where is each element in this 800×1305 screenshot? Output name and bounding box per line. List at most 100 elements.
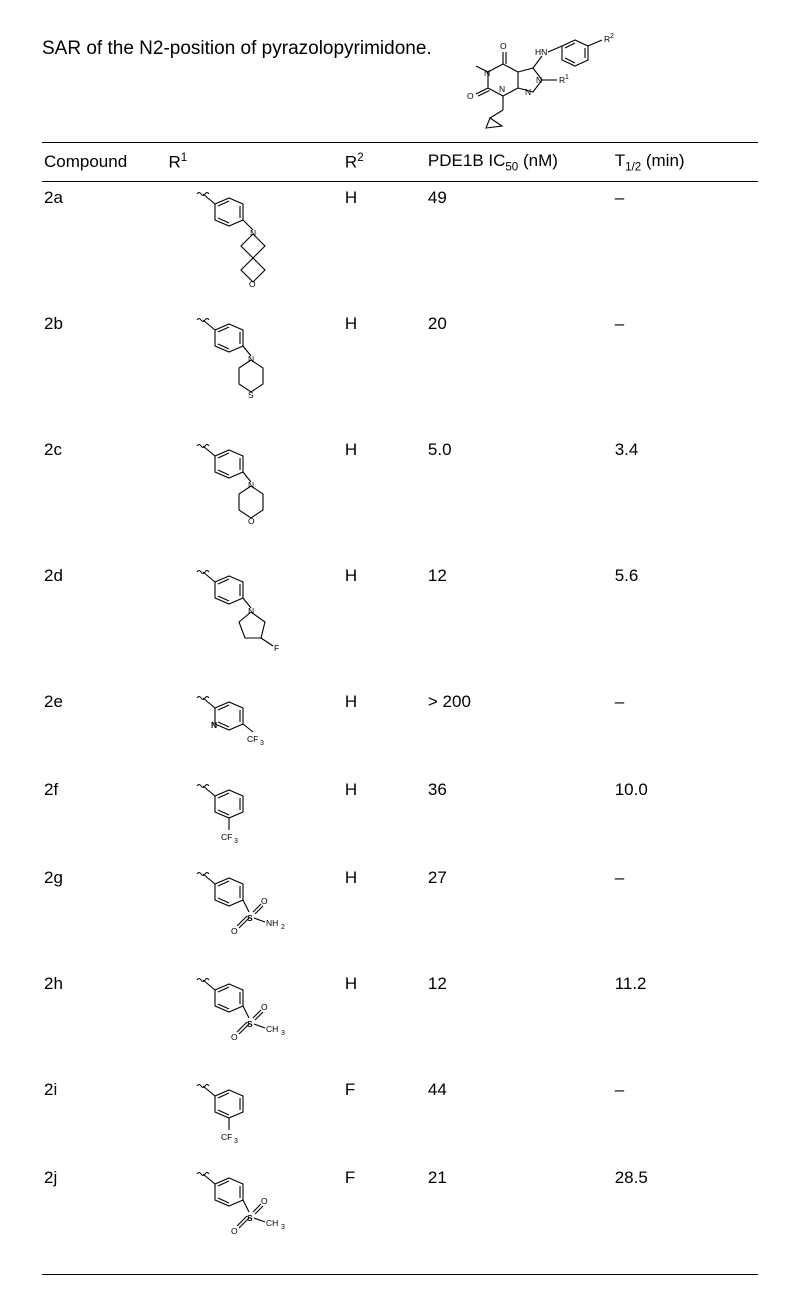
svg-text:N: N bbox=[248, 480, 254, 490]
svg-text:N: N bbox=[499, 84, 505, 94]
cell-compound: 2b bbox=[42, 308, 167, 434]
cell-r2: F bbox=[343, 1162, 426, 1275]
cell-compound: 2g bbox=[42, 862, 167, 968]
cell-thalf: 11.2 bbox=[613, 968, 758, 1074]
cell-r2: H bbox=[343, 774, 426, 862]
cell-r2: H bbox=[343, 862, 426, 968]
col-header-compound: Compound bbox=[42, 143, 167, 182]
cell-r1-structure: N O bbox=[167, 434, 343, 560]
cell-thalf: – bbox=[613, 308, 758, 434]
col-header-r2: R2 bbox=[343, 143, 426, 182]
cell-compound: 2a bbox=[42, 182, 167, 309]
cell-r1-structure: N F bbox=[167, 560, 343, 686]
col-header-r1: R1 bbox=[167, 143, 343, 182]
cell-ic50: 5.0 bbox=[426, 434, 613, 560]
svg-text:CH: CH bbox=[266, 1218, 278, 1228]
cell-thalf: – bbox=[613, 686, 758, 774]
svg-text:O: O bbox=[500, 41, 507, 51]
title-row: SAR of the N2-position of pyrazolopyrimi… bbox=[42, 32, 758, 132]
svg-text:S: S bbox=[247, 1019, 253, 1029]
cell-thalf: 10.0 bbox=[613, 774, 758, 862]
svg-text:CF: CF bbox=[221, 1132, 232, 1142]
cell-compound: 2f bbox=[42, 774, 167, 862]
table-row: 2h S O O CH 3 H1211.2 bbox=[42, 968, 758, 1074]
svg-text:CF: CF bbox=[221, 832, 232, 842]
cell-compound: 2j bbox=[42, 1162, 167, 1275]
table-row: 2e N CF 3 H> 200– bbox=[42, 686, 758, 774]
table-row: 2d N F H125.6 bbox=[42, 560, 758, 686]
cell-compound: 2h bbox=[42, 968, 167, 1074]
cell-r2: H bbox=[343, 686, 426, 774]
svg-text:S: S bbox=[247, 1213, 253, 1223]
svg-text:2: 2 bbox=[610, 33, 614, 40]
svg-text:3: 3 bbox=[234, 838, 238, 845]
cell-ic50: 12 bbox=[426, 968, 613, 1074]
svg-text:N: N bbox=[248, 354, 254, 364]
cell-r1-structure: N O bbox=[167, 182, 343, 309]
svg-text:O: O bbox=[248, 516, 255, 526]
col-header-ic50: PDE1B IC50 (nM) bbox=[426, 143, 613, 182]
cell-thalf: – bbox=[613, 182, 758, 309]
svg-text:N: N bbox=[248, 606, 254, 616]
svg-text:O: O bbox=[231, 926, 238, 936]
table-row: 2a N O H49– bbox=[42, 182, 758, 309]
svg-text:NH: NH bbox=[266, 918, 278, 928]
svg-text:S: S bbox=[247, 913, 253, 923]
svg-text:O: O bbox=[231, 1226, 238, 1236]
table-row: 2g S O O NH 2 H27– bbox=[42, 862, 758, 968]
cell-compound: 2c bbox=[42, 434, 167, 560]
cell-r1-structure: S O O NH 2 bbox=[167, 862, 343, 968]
svg-text:N: N bbox=[536, 75, 542, 85]
cell-ic50: 27 bbox=[426, 862, 613, 968]
svg-text:N: N bbox=[250, 228, 256, 238]
svg-text:3: 3 bbox=[281, 1224, 285, 1231]
cell-r2: H bbox=[343, 560, 426, 686]
cell-r2: F bbox=[343, 1074, 426, 1162]
sar-table: Compound R1 R2 PDE1B IC50 (nM) T1/2 (min… bbox=[42, 142, 758, 1275]
col-header-thalf: T1/2 (min) bbox=[613, 143, 758, 182]
cell-r1-structure: CF 3 bbox=[167, 774, 343, 862]
svg-text:O: O bbox=[467, 91, 474, 101]
cell-ic50: 49 bbox=[426, 182, 613, 309]
cell-compound: 2i bbox=[42, 1074, 167, 1162]
svg-text:O: O bbox=[261, 1002, 268, 1012]
svg-text:O: O bbox=[261, 1196, 268, 1206]
svg-text:N: N bbox=[484, 68, 490, 78]
cell-r1-structure: S O O CH 3 bbox=[167, 1162, 343, 1275]
svg-text:HN: HN bbox=[535, 47, 547, 57]
svg-text:F: F bbox=[274, 643, 279, 653]
svg-text:O: O bbox=[231, 1032, 238, 1042]
cell-ic50: 36 bbox=[426, 774, 613, 862]
table-row: 2i CF 3 F44– bbox=[42, 1074, 758, 1162]
svg-text:3: 3 bbox=[281, 1030, 285, 1037]
svg-text:S: S bbox=[248, 390, 254, 400]
cell-thalf: 5.6 bbox=[613, 560, 758, 686]
svg-text:2: 2 bbox=[281, 924, 285, 931]
cell-ic50: 21 bbox=[426, 1162, 613, 1275]
table-header-row: Compound R1 R2 PDE1B IC50 (nM) T1/2 (min… bbox=[42, 143, 758, 182]
svg-text:CH: CH bbox=[266, 1024, 278, 1034]
svg-text:3: 3 bbox=[234, 1138, 238, 1145]
cell-r2: H bbox=[343, 308, 426, 434]
cell-thalf: 28.5 bbox=[613, 1162, 758, 1275]
cell-compound: 2d bbox=[42, 560, 167, 686]
title-text: SAR of the N2-position of pyrazolopyrimi… bbox=[42, 32, 432, 60]
svg-text:N: N bbox=[211, 720, 217, 730]
table-row: 2c N O H5.03.4 bbox=[42, 434, 758, 560]
cell-ic50: 44 bbox=[426, 1074, 613, 1162]
cell-ic50: 12 bbox=[426, 560, 613, 686]
cell-r2: H bbox=[343, 968, 426, 1074]
cell-r1-structure: S O O CH 3 bbox=[167, 968, 343, 1074]
svg-text:3: 3 bbox=[260, 740, 264, 747]
page-container: SAR of the N2-position of pyrazolopyrimi… bbox=[0, 0, 800, 1305]
table-row: 2b N S H20– bbox=[42, 308, 758, 434]
cell-r2: H bbox=[343, 182, 426, 309]
cell-r1-structure: N CF 3 bbox=[167, 686, 343, 774]
cell-thalf: – bbox=[613, 862, 758, 968]
cell-ic50: 20 bbox=[426, 308, 613, 434]
cell-thalf: – bbox=[613, 1074, 758, 1162]
svg-text:O: O bbox=[249, 279, 256, 289]
cell-ic50: > 200 bbox=[426, 686, 613, 774]
table-row: 2j S O O CH 3 F2128.5 bbox=[42, 1162, 758, 1275]
cell-compound: 2e bbox=[42, 686, 167, 774]
